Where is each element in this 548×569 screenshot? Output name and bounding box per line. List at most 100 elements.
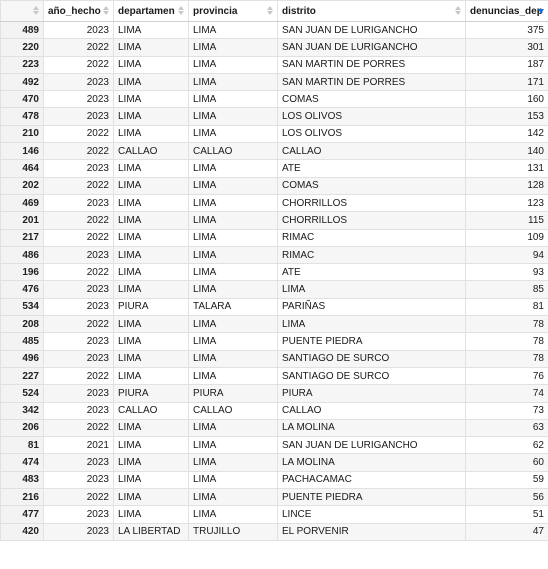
distrito-cell: SAN JUAN DE LURIGANCHO xyxy=(277,38,466,57)
table-row[interactable]: 477 2023 LIMA LIMA LINCE 51 xyxy=(0,505,548,524)
distrito-cell: RIMAC xyxy=(277,228,466,247)
table-row[interactable]: 217 2022 LIMA LIMA RIMAC 109 xyxy=(0,228,548,247)
table-row[interactable]: 196 2022 LIMA LIMA ATE 93 xyxy=(0,263,548,282)
provincia-cell: LIMA xyxy=(188,280,278,299)
column-header-anio-hecho[interactable]: año_hecho xyxy=(43,0,114,22)
denuncias-cell: 115 xyxy=(465,211,548,230)
table-row[interactable]: 489 2023 LIMA LIMA SAN JUAN DE LURIGANCHO 375 xyxy=(0,20,548,40)
column-header-provincia[interactable]: provincia xyxy=(188,0,278,22)
denuncias-cell: 128 xyxy=(465,176,548,195)
table-row[interactable]: 208 2022 LIMA LIMA LIMA 78 xyxy=(0,315,548,334)
row-number: 227 xyxy=(0,366,44,386)
departamento-cell: LIMA xyxy=(113,332,189,351)
denuncias-cell: 160 xyxy=(465,90,548,109)
departamento-cell: LIMA xyxy=(113,124,189,144)
table-row[interactable]: 476 2023 LIMA LIMA LIMA 85 xyxy=(0,280,548,299)
sort-arrows-icon[interactable] xyxy=(33,6,39,16)
departamento-cell: LIMA xyxy=(113,211,189,230)
column-header-label: denuncias_dep xyxy=(470,5,543,17)
year-cell: 2023 xyxy=(43,332,114,351)
column-header-departamento[interactable]: departamen xyxy=(113,0,189,22)
table-row[interactable]: 483 2023 LIMA LIMA PACHACAMAC 59 xyxy=(0,470,548,490)
row-number: 485 xyxy=(0,332,44,351)
sort-arrows-icon[interactable] xyxy=(178,6,184,16)
denuncias-cell: 94 xyxy=(465,245,548,265)
departamento-cell: LIMA xyxy=(113,315,189,334)
departamento-cell: CALLAO xyxy=(113,401,189,420)
table-row[interactable]: 81 2021 LIMA LIMA SAN JUAN DE LURIGANCHO 62 xyxy=(0,436,548,455)
row-number: 476 xyxy=(0,280,44,299)
distrito-cell: CALLAO xyxy=(277,401,466,420)
table-row[interactable]: 146 2022 CALLAO CALLAO CALLAO 140 xyxy=(0,142,548,161)
sort-arrows-icon[interactable] xyxy=(267,6,273,16)
year-cell: 2021 xyxy=(43,436,114,455)
table-row[interactable]: 220 2022 LIMA LIMA SAN JUAN DE LURIGANCHO 301 xyxy=(0,38,548,57)
table-row[interactable]: 469 2023 LIMA LIMA CHORRILLOS 123 xyxy=(0,193,548,213)
provincia-cell: LIMA xyxy=(188,211,278,230)
column-header-denuncias-dep[interactable]: denuncias_dep xyxy=(465,0,548,22)
year-cell: 2023 xyxy=(43,453,114,472)
table-row[interactable]: 227 2022 LIMA LIMA SANTIAGO DE SURCO 76 xyxy=(0,366,548,386)
year-cell: 2022 xyxy=(43,38,114,57)
table-row[interactable]: 478 2023 LIMA LIMA LOS OLIVOS 153 xyxy=(0,107,548,126)
table-row[interactable]: 496 2023 LIMA LIMA SANTIAGO DE SURCO 78 xyxy=(0,349,548,368)
table-row[interactable]: 492 2023 LIMA LIMA SAN MARTIN DE PORRES 171 xyxy=(0,72,548,92)
table-row[interactable]: 485 2023 LIMA LIMA PUENTE PIEDRA 78 xyxy=(0,332,548,351)
departamento-cell: LIMA xyxy=(113,176,189,195)
table-row[interactable]: 470 2023 LIMA LIMA COMAS 160 xyxy=(0,90,548,109)
year-cell: 2022 xyxy=(43,418,114,438)
table-row[interactable]: 201 2022 LIMA LIMA CHORRILLOS 115 xyxy=(0,211,548,230)
provincia-cell: LIMA xyxy=(188,193,278,213)
table-row[interactable]: 534 2023 PIURA TALARA PARIÑAS 81 xyxy=(0,297,548,317)
table-row[interactable]: 474 2023 LIMA LIMA LA MOLINA 60 xyxy=(0,453,548,472)
distrito-cell: PUENTE PIEDRA xyxy=(277,332,466,351)
departamento-cell: LIMA xyxy=(113,263,189,282)
table-row[interactable]: 202 2022 LIMA LIMA COMAS 128 xyxy=(0,176,548,195)
row-number: 146 xyxy=(0,142,44,161)
distrito-cell: SAN MARTIN DE PORRES xyxy=(277,72,466,92)
departamento-cell: LIMA xyxy=(113,488,189,507)
column-header-distrito[interactable]: distrito xyxy=(277,0,466,22)
year-cell: 2023 xyxy=(43,349,114,368)
row-number: 469 xyxy=(0,193,44,213)
sort-descending-icon[interactable] xyxy=(538,6,544,16)
sort-arrows-icon[interactable] xyxy=(103,6,109,16)
denuncias-cell: 74 xyxy=(465,384,548,403)
denuncias-cell: 63 xyxy=(465,418,548,438)
table-row[interactable]: 216 2022 LIMA LIMA PUENTE PIEDRA 56 xyxy=(0,488,548,507)
distrito-cell: PIURA xyxy=(277,384,466,403)
distrito-cell: ATE xyxy=(277,263,466,282)
table-row[interactable]: 486 2023 LIMA LIMA RIMAC 94 xyxy=(0,245,548,265)
table-row[interactable]: 464 2023 LIMA LIMA ATE 131 xyxy=(0,159,548,178)
provincia-cell: LIMA xyxy=(188,107,278,126)
departamento-cell: LIMA xyxy=(113,436,189,455)
sort-arrows-icon[interactable] xyxy=(455,6,461,16)
table-row[interactable]: 420 2023 LA LIBERTAD TRUJILLO EL PORVENIR 47 xyxy=(0,522,548,541)
row-number: 206 xyxy=(0,418,44,438)
provincia-cell: LIMA xyxy=(188,315,278,334)
table-row[interactable]: 342 2023 CALLAO CALLAO CALLAO 73 xyxy=(0,401,548,420)
distrito-cell: SAN MARTIN DE PORRES xyxy=(277,55,466,74)
row-number: 489 xyxy=(0,20,44,40)
year-cell: 2023 xyxy=(43,72,114,92)
distrito-cell: PACHACAMAC xyxy=(277,470,466,490)
table-row[interactable]: 206 2022 LIMA LIMA LA MOLINA 63 xyxy=(0,418,548,438)
denuncias-cell: 81 xyxy=(465,297,548,317)
denuncias-cell: 375 xyxy=(465,20,548,40)
row-number: 342 xyxy=(0,401,44,420)
table-row[interactable]: 524 2023 PIURA PIURA PIURA 74 xyxy=(0,384,548,403)
denuncias-cell: 47 xyxy=(465,522,548,541)
departamento-cell: LIMA xyxy=(113,20,189,40)
table-row[interactable]: 223 2022 LIMA LIMA SAN MARTIN DE PORRES 187 xyxy=(0,55,548,74)
provincia-cell: TALARA xyxy=(188,297,278,317)
row-number: 486 xyxy=(0,245,44,265)
column-header-rowname[interactable] xyxy=(0,0,44,22)
departamento-cell: LIMA xyxy=(113,366,189,386)
year-cell: 2023 xyxy=(43,384,114,403)
year-cell: 2023 xyxy=(43,297,114,317)
distrito-cell: LIMA xyxy=(277,315,466,334)
departamento-cell: LIMA xyxy=(113,159,189,178)
provincia-cell: LIMA xyxy=(188,366,278,386)
table-row[interactable]: 210 2022 LIMA LIMA LOS OLIVOS 142 xyxy=(0,124,548,144)
provincia-cell: CALLAO xyxy=(188,142,278,161)
